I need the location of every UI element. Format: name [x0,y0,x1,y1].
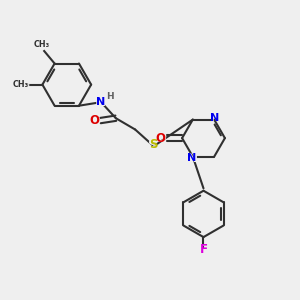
Text: CH₃: CH₃ [32,40,52,50]
Text: S: S [148,138,158,152]
Text: N: N [96,97,105,107]
Text: O: O [89,114,99,127]
Text: N: N [211,113,220,123]
Text: N: N [186,152,197,165]
Text: S: S [149,139,158,152]
Text: F: F [199,243,208,256]
Text: H: H [105,92,115,102]
Text: O: O [88,114,101,128]
Text: N: N [187,153,196,164]
Text: H: H [106,92,114,101]
Text: CH₃: CH₃ [13,80,29,89]
Text: N: N [209,111,221,124]
Text: O: O [154,131,166,145]
Text: CH₃: CH₃ [34,40,50,49]
Text: N: N [95,96,106,109]
Text: O: O [155,132,165,145]
Text: F: F [200,243,208,256]
Text: CH₃: CH₃ [11,80,31,90]
